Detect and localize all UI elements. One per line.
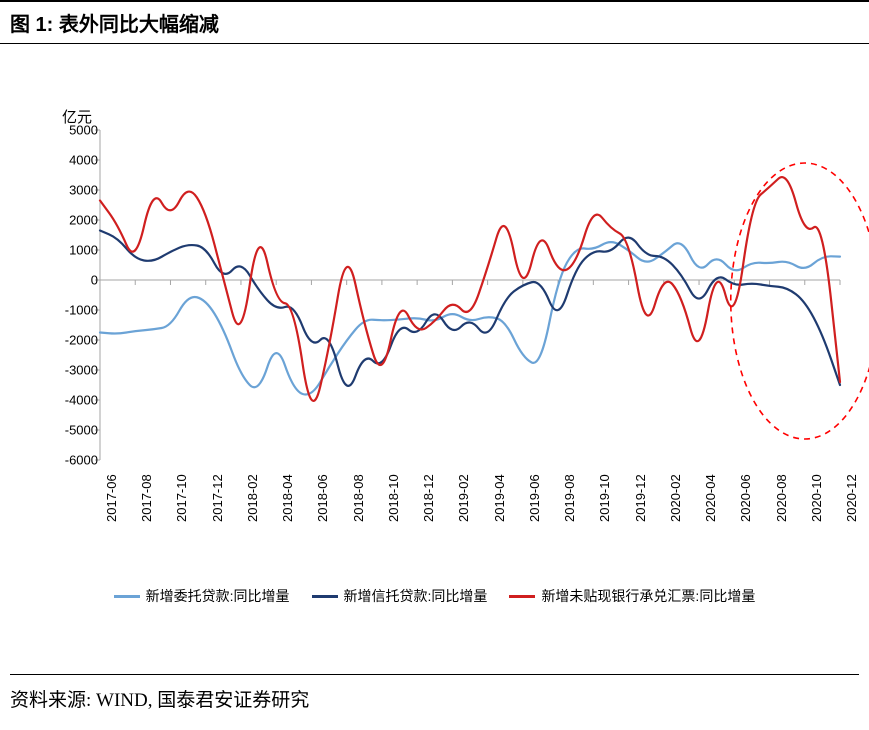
legend-item: 新增未贴现银行承兑汇票:同比增量 [509, 586, 755, 606]
line-chart-svg [0, 48, 869, 648]
x-tick-label: 2018-04 [280, 474, 295, 522]
x-tick-label: 2017-08 [139, 474, 154, 522]
series-line [100, 242, 840, 394]
x-tick-label: 2017-12 [210, 474, 225, 522]
y-tick-label: -1000 [65, 303, 98, 318]
chart-area: 亿元 500040003000200010000-1000-2000-3000-… [0, 48, 869, 648]
x-tick-label: 2020-06 [738, 474, 753, 522]
y-tick-label: 3000 [69, 183, 98, 198]
legend-swatch [312, 595, 338, 598]
x-tick-label: 2020-04 [703, 474, 718, 522]
y-tick-label: -6000 [65, 453, 98, 468]
x-tick-label: 2020-10 [809, 474, 824, 522]
x-tick-label: 2018-10 [386, 474, 401, 522]
x-tick-label: 2019-08 [562, 474, 577, 522]
x-tick-label: 2018-12 [421, 474, 436, 522]
x-tick-label: 2018-02 [245, 474, 260, 522]
y-tick-label: 5000 [69, 123, 98, 138]
x-tick-label: 2018-06 [315, 474, 330, 522]
legend-item: 新增委托贷款:同比增量 [114, 586, 290, 606]
legend-label: 新增未贴现银行承兑汇票:同比增量 [541, 586, 755, 606]
y-tick-label: -4000 [65, 393, 98, 408]
x-tick-label: 2019-02 [456, 474, 471, 522]
legend-item: 新增信托贷款:同比增量 [312, 586, 488, 606]
figure-label: 图 1: [10, 14, 53, 36]
chart-legend: 新增委托贷款:同比增量 新增信托贷款:同比增量 新增未贴现银行承兑汇票:同比增量 [0, 586, 869, 606]
x-tick-label: 2020-12 [844, 474, 859, 522]
figure-title-bar: 图 1: 表外同比大幅缩减 [0, 0, 869, 44]
legend-swatch [114, 595, 140, 598]
y-tick-label: -3000 [65, 363, 98, 378]
legend-label: 新增信托贷款:同比增量 [344, 586, 488, 606]
x-tick-label: 2020-08 [774, 474, 789, 522]
y-tick-label: 1000 [69, 243, 98, 258]
x-tick-label: 2017-06 [104, 474, 119, 522]
legend-label: 新增委托贷款:同比增量 [146, 586, 290, 606]
y-tick-label: 0 [91, 273, 98, 288]
legend-swatch [509, 595, 535, 598]
x-tick-label: 2019-10 [597, 474, 612, 522]
y-tick-label: -2000 [65, 333, 98, 348]
x-tick-label: 2018-08 [351, 474, 366, 522]
series-line [100, 177, 840, 401]
highlight-ellipse [731, 163, 869, 439]
x-tick-label: 2017-10 [174, 474, 189, 522]
source-text: WIND, 国泰君安证券研究 [96, 690, 309, 711]
source-line: 资料来源: WIND, 国泰君安证券研究 [10, 674, 859, 712]
y-tick-label: 2000 [69, 213, 98, 228]
x-tick-label: 2019-12 [633, 474, 648, 522]
figure-title: 表外同比大幅缩减 [59, 14, 219, 36]
x-tick-label: 2019-04 [492, 474, 507, 522]
x-tick-label: 2020-02 [668, 474, 683, 522]
source-label: 资料来源: [10, 690, 91, 711]
x-tick-label: 2019-06 [527, 474, 542, 522]
y-tick-label: 4000 [69, 153, 98, 168]
y-tick-label: -5000 [65, 423, 98, 438]
